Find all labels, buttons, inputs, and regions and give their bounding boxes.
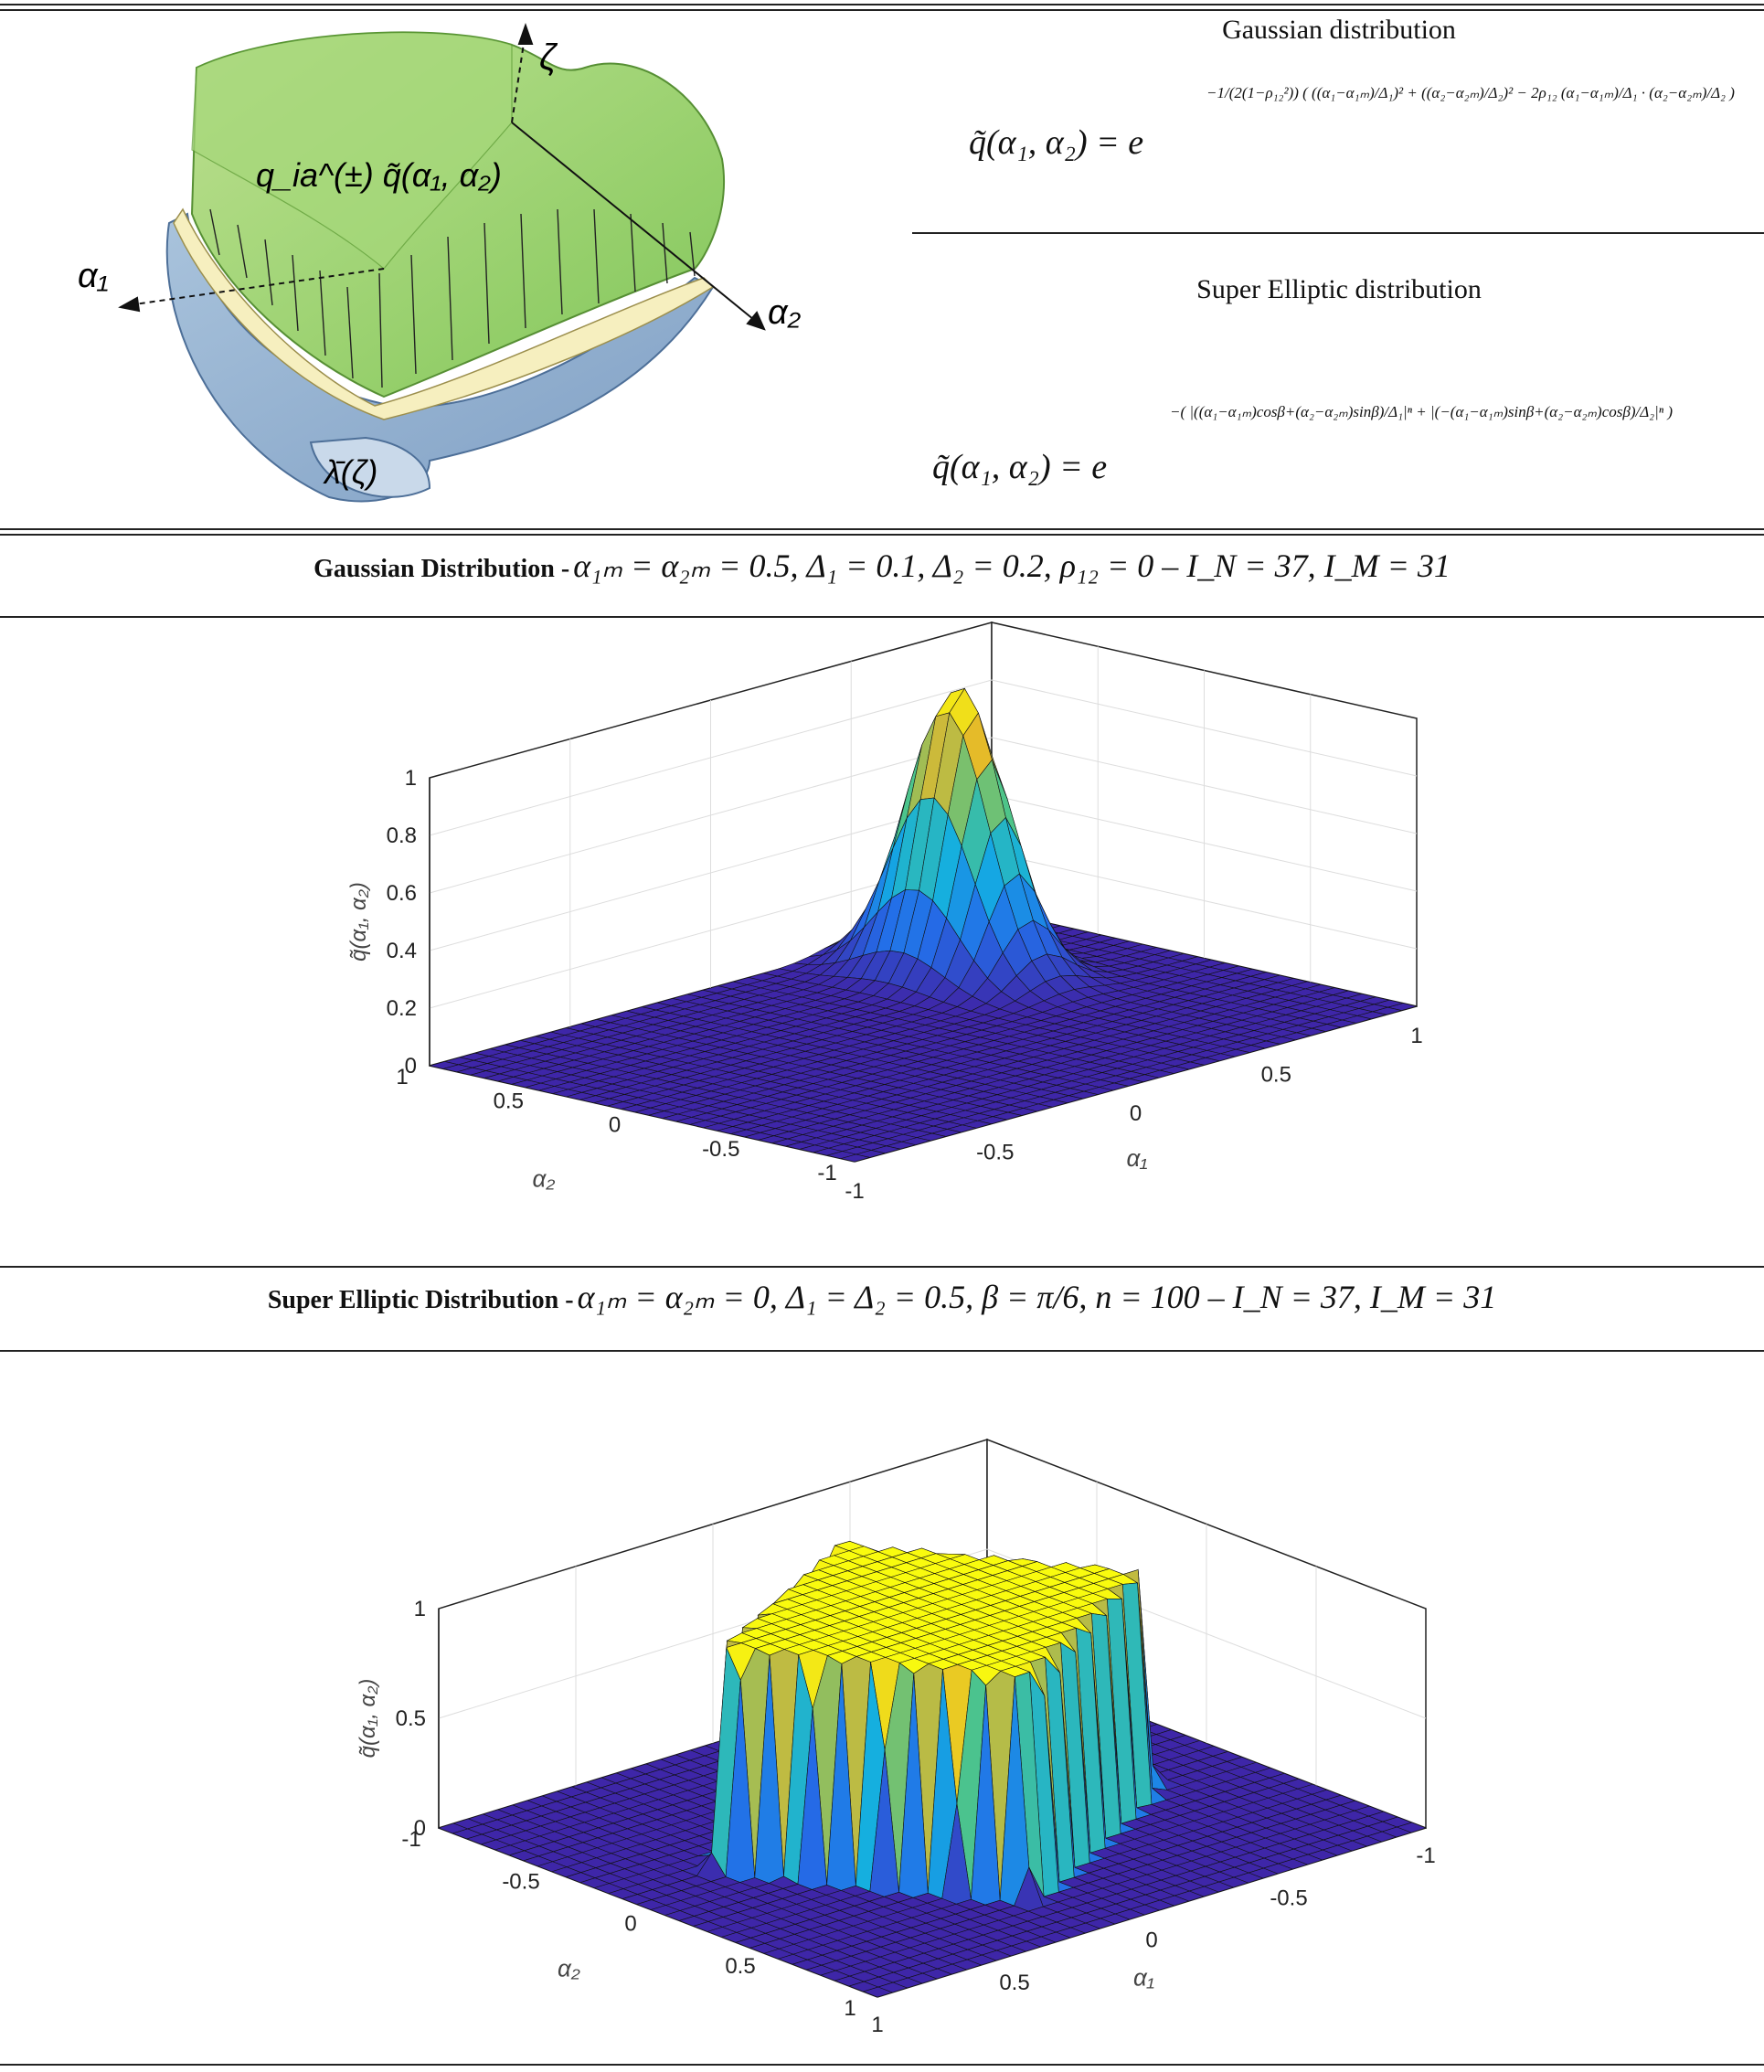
z-tick-label: 0.5 <box>396 1706 426 1731</box>
gaussian-caption-rule <box>0 616 1764 618</box>
surface-patch <box>862 1986 894 1998</box>
superelliptic-caption: Super Elliptic Distribution - α₁ₘ = α₂ₘ … <box>0 1278 1764 1316</box>
gaussian-caption-params: α₁ₘ = α₂ₘ = 0.5, Δ₁ = 0.1, Δ₂ = 0.2, ρ₁₂… <box>573 547 1451 584</box>
load-arrows <box>209 208 696 388</box>
x-tick-label: -1 <box>845 1179 864 1204</box>
gaussian-formula: q̃(α₁, α₂) = e −1/(2(1−ρ₁₂²)) ( ((α₁−α₁ₘ… <box>969 84 1735 163</box>
superelliptic-formula-lhs: q̃(α₁, α₂) = e <box>932 448 1108 486</box>
y-tick-label: 0.5 <box>494 1089 524 1113</box>
x-tick-label: -0.5 <box>1270 1886 1307 1910</box>
formula-divider <box>912 232 1764 234</box>
surface <box>438 1540 1427 1998</box>
formula-area: Gaussian distribution q̃(α₁, α₂) = e −1/… <box>912 13 1764 525</box>
superelliptic-formula-title: Super Elliptic distribution <box>1196 274 1482 304</box>
x-tick-label: -1 <box>1416 1844 1435 1868</box>
y-tick-label: -1 <box>817 1161 836 1185</box>
z-tick-label: 0 <box>414 1816 426 1841</box>
surface-patch <box>840 1153 870 1163</box>
x-tick-label: 0 <box>1145 1929 1157 1953</box>
superelliptic-formula-exponent: −( |((α₁−α₁ₘ)cosβ+(α₂−α₂ₘ)sinβ)/Δ₁|ⁿ + |… <box>1170 403 1674 420</box>
load-label: q_ia^(±) q̃(α₁, α₂) <box>256 156 502 194</box>
gaussian-formula-title: Gaussian distribution <box>1222 15 1456 45</box>
z-axis-label: q̃(α₁, α₂) <box>346 882 371 962</box>
z-tick-label: 1 <box>414 1597 426 1621</box>
superelliptic-formula: q̃(α₁, α₂) = e −( |((α₁−α₁ₘ)cosβ+(α₂−α₂ₘ… <box>932 403 1673 487</box>
z-tick-label: 0.6 <box>387 881 417 906</box>
y-tick-label: -1 <box>401 1827 420 1852</box>
x-tick-label: 0.5 <box>1261 1063 1291 1088</box>
shell-schematic: ζ α₁ α₂ q_ia^(±) q̃(α₁, α₂) λ̄(ζ) <box>78 22 802 503</box>
tick-labels: -1 -0.5 0 0.5 1 -1 -0.5 0 0.5 1 0 0.5 1 <box>396 1597 1436 2037</box>
z-tick-label: 0 <box>405 1054 417 1079</box>
superelliptic-caption-top-rule <box>0 1266 1764 1268</box>
x-tick-label: -0.5 <box>976 1141 1014 1165</box>
y-axis-label: α₂ <box>558 1955 580 1982</box>
y-tick-label: 1 <box>844 1996 855 2021</box>
bottom-rule <box>0 2064 1764 2066</box>
z-axis-label: q̃(α₁, α₂) <box>356 1679 380 1759</box>
schematic-axes <box>118 22 766 331</box>
lambda-label: λ̄(ζ) <box>323 453 377 491</box>
z-tick-label: 0.4 <box>387 939 417 963</box>
z-tick-label: 0.8 <box>387 823 417 848</box>
gaussian-caption: Gaussian Distribution - α₁ₘ = α₂ₘ = 0.5,… <box>0 547 1764 585</box>
x-axis-label: α₁ <box>1133 1964 1154 1992</box>
y-tick-label: -0.5 <box>702 1137 739 1162</box>
load-top-face <box>191 31 513 270</box>
gaussian-formula-lhs: q̃(α₁, α₂) = e <box>969 123 1144 162</box>
gaussian-surface-plot: -1-0.500.51-1-0.500.5100.20.40.60.81α₁α₂… <box>346 622 1423 1204</box>
grid-line <box>429 679 1418 836</box>
y-tick-label: -0.5 <box>502 1869 539 1894</box>
gaussian-caption-label: Gaussian Distribution - <box>313 555 570 583</box>
y-tick-label: 1 <box>396 1065 408 1089</box>
superelliptic-caption-label: Super Elliptic Distribution - <box>267 1286 574 1314</box>
x-tick-label: 0.5 <box>999 1971 1029 1995</box>
x-tick-label: 0 <box>1130 1101 1142 1126</box>
z-tick-label: 1 <box>405 766 417 791</box>
x-axis-label: α₁ <box>1127 1144 1148 1172</box>
gaussian-formula-exponent: −1/(2(1−ρ₁₂²)) ( ((α₁−α₁ₘ)/Δ₁)² + ((α₂−α… <box>1206 84 1735 101</box>
z-tick-label: 0.2 <box>387 996 417 1021</box>
zeta-label: ζ <box>539 37 558 78</box>
shell-bottom-lobe <box>309 436 431 498</box>
top-double-rule <box>0 4 1764 11</box>
mid-double-rule <box>0 528 1764 536</box>
y-axis-label: α₂ <box>533 1165 556 1193</box>
grid-line <box>429 737 1418 894</box>
top-panel: ζ α₁ α₂ q_ia^(±) q̃(α₁, α₂) λ̄(ζ) Gaussi… <box>0 13 1764 525</box>
superelliptic-caption-rule <box>0 1350 1764 1352</box>
grid-line <box>438 1548 1427 1719</box>
alpha1-label: α₁ <box>78 257 109 295</box>
alpha2-label: α₂ <box>768 293 802 332</box>
y-tick-label: 0 <box>624 1912 636 1937</box>
x-tick-label: 1 <box>871 2013 883 2037</box>
surface <box>429 687 1418 1163</box>
y-tick-label: 0 <box>609 1113 621 1138</box>
y-tick-label: 0.5 <box>725 1954 755 1979</box>
x-tick-label: 1 <box>1410 1024 1422 1048</box>
superelliptic-surface-plot: -1 -0.5 0 0.5 1 -1 -0.5 0 0.5 1 0 0.5 1 α₁ α₂ q̃(α₁, α₂… <box>356 1438 1436 2037</box>
superelliptic-caption-params: α₁ₘ = α₂ₘ = 0, Δ₁ = Δ₂ = 0.5, β = π/6, n… <box>577 1279 1497 1315</box>
